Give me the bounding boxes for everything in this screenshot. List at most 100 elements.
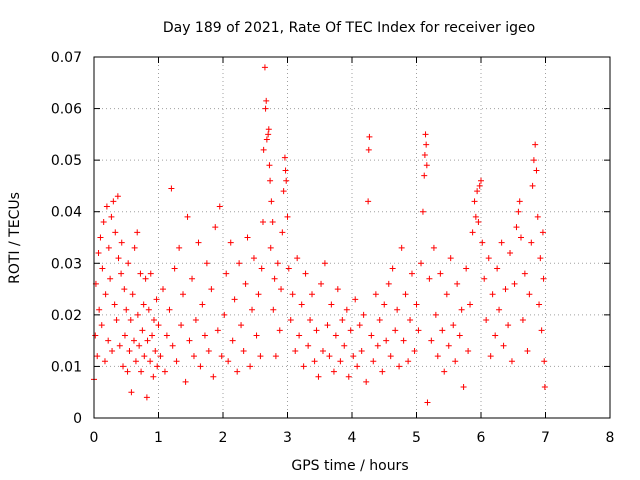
data-point (150, 373, 157, 380)
data-point (210, 373, 217, 380)
data-point (392, 327, 399, 334)
data-point (423, 162, 430, 169)
data-point (538, 327, 545, 334)
data-point (539, 229, 546, 236)
data-point (247, 363, 254, 370)
data-point (407, 317, 414, 324)
x-tick-label: 0 (90, 430, 99, 446)
data-point (387, 353, 394, 360)
data-point (439, 327, 446, 334)
data-point (498, 239, 505, 246)
data-point (263, 136, 270, 143)
data-point (334, 286, 341, 293)
data-point (255, 291, 262, 298)
data-point (360, 311, 367, 318)
data-point (350, 353, 357, 360)
data-point (343, 306, 350, 313)
data-point (111, 301, 118, 308)
data-point (533, 167, 540, 174)
data-point (428, 337, 435, 344)
data-point (227, 239, 234, 246)
data-point (302, 270, 309, 277)
data-point (266, 162, 273, 169)
data-point (505, 322, 512, 329)
data-point (441, 368, 448, 375)
data-point (502, 286, 509, 293)
data-point (339, 317, 346, 324)
data-point (411, 347, 418, 354)
data-point (460, 384, 467, 391)
data-point (452, 358, 459, 365)
data-point (96, 306, 103, 313)
data-point (125, 260, 132, 267)
x-tick-label: 1 (154, 430, 163, 446)
data-point (166, 306, 173, 313)
data-point (424, 399, 431, 406)
x-tick-label: 4 (348, 430, 357, 446)
y-tick-label: 0.03 (51, 256, 82, 272)
data-point (332, 332, 339, 339)
data-point (208, 286, 215, 293)
data-point (121, 286, 128, 293)
data-point (347, 327, 354, 334)
data-point (271, 275, 278, 282)
data-point (326, 353, 333, 360)
data-point (289, 291, 296, 298)
data-point (105, 244, 112, 251)
data-point (267, 177, 274, 184)
y-tick-label: 0.02 (51, 308, 82, 324)
data-point (421, 151, 428, 158)
data-point (341, 342, 348, 349)
data-point (101, 358, 108, 365)
y-tick-label: 0 (73, 411, 82, 427)
data-point (203, 260, 210, 267)
data-point (144, 337, 151, 344)
data-point (379, 368, 386, 375)
data-point (530, 157, 537, 164)
data-point (372, 291, 379, 298)
x-tick-label: 8 (606, 430, 615, 446)
data-point (415, 327, 422, 334)
data-point (270, 306, 277, 313)
data-point (315, 373, 322, 380)
data-point (447, 255, 454, 262)
data-point (249, 306, 256, 313)
data-point (118, 239, 125, 246)
data-point (238, 322, 245, 329)
data-point (259, 219, 266, 226)
data-point (458, 306, 465, 313)
data-point (432, 311, 439, 318)
data-point (116, 342, 123, 349)
data-point (532, 141, 539, 148)
data-point (263, 97, 270, 104)
data-point (161, 368, 168, 375)
y-axis-ticks: 0 0.01 0.02 0.03 0.04 0.05 0.06 0.07 (51, 50, 610, 427)
data-point (463, 265, 470, 272)
data-point (365, 198, 372, 205)
data-point (418, 260, 425, 267)
data-point (272, 353, 279, 360)
data-point (126, 347, 133, 354)
data-point (250, 255, 257, 262)
data-point (434, 353, 441, 360)
data-point (180, 291, 187, 298)
data-point (413, 301, 420, 308)
data-point (381, 301, 388, 308)
data-point (189, 275, 196, 282)
data-point (168, 185, 175, 192)
data-point (422, 131, 429, 138)
data-point (141, 353, 148, 360)
data-point (445, 342, 452, 349)
y-tick-label: 0.04 (51, 205, 82, 221)
data-point (260, 146, 267, 153)
data-point (147, 358, 154, 365)
data-point (136, 342, 143, 349)
data-point (234, 368, 241, 375)
data-point (365, 146, 372, 153)
data-point (100, 219, 107, 226)
data-point (408, 270, 415, 277)
data-point (99, 265, 106, 272)
data-point (354, 363, 361, 370)
data-point (282, 167, 289, 174)
data-point (454, 280, 461, 287)
